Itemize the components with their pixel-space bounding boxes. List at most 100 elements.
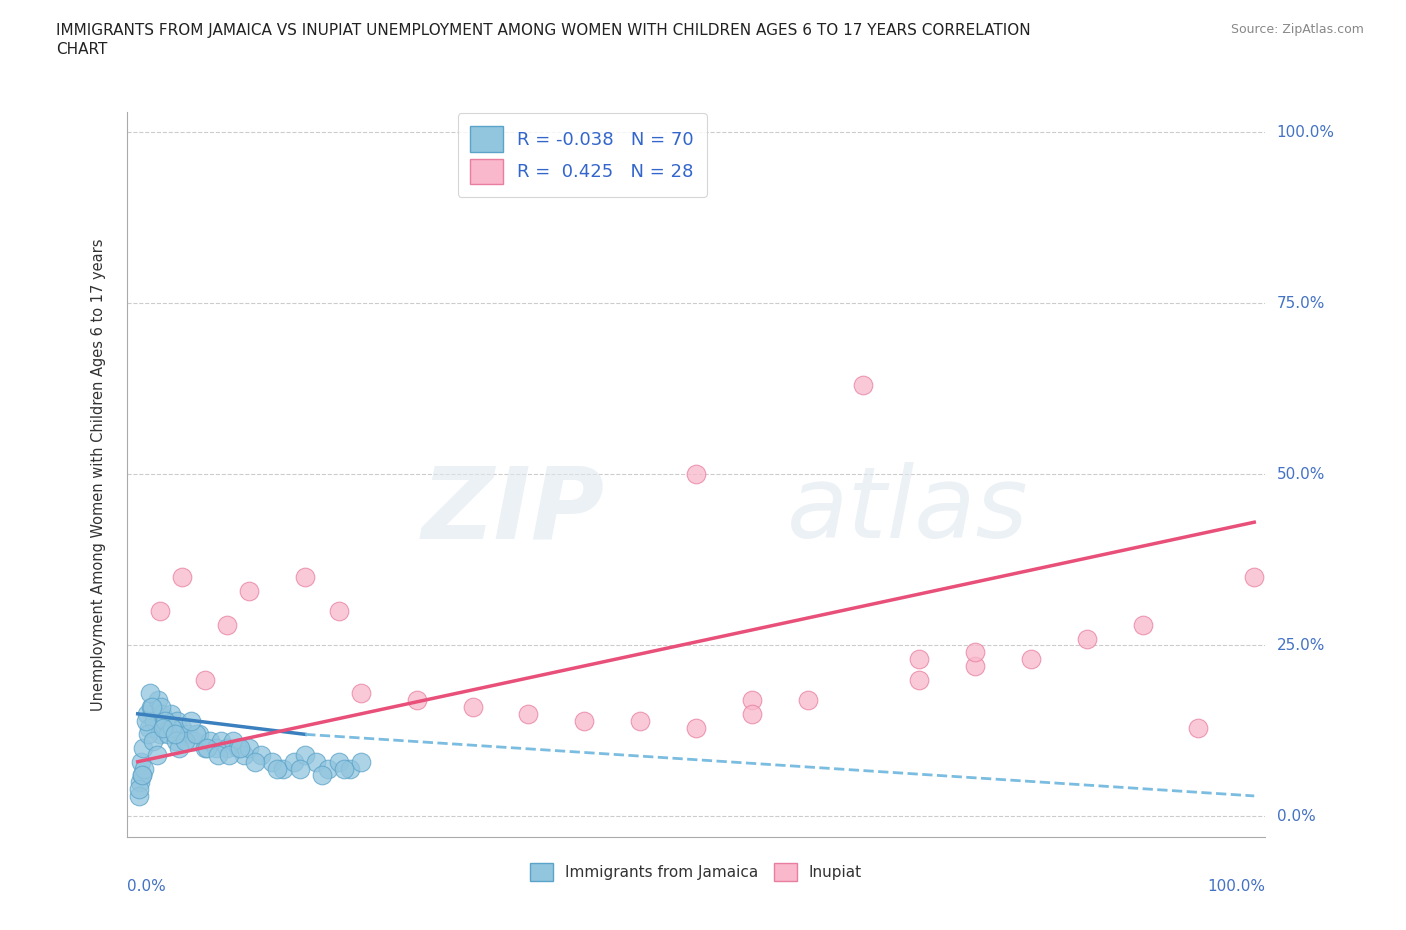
Point <box>195 740 218 755</box>
Point <box>260 754 283 769</box>
Point <box>129 754 152 769</box>
Point <box>167 740 190 755</box>
Point <box>194 672 217 687</box>
Point <box>238 740 260 755</box>
Point <box>139 699 162 714</box>
Point <box>1187 720 1209 735</box>
Point <box>162 720 184 735</box>
Text: Source: ZipAtlas.com: Source: ZipAtlas.com <box>1230 23 1364 36</box>
Point <box>1132 618 1154 632</box>
Point <box>1076 631 1098 646</box>
Point <box>162 720 184 735</box>
Point <box>908 652 931 667</box>
Point <box>163 727 186 742</box>
Point <box>200 734 222 749</box>
Point <box>156 727 179 742</box>
Point <box>215 740 238 755</box>
Text: CHART: CHART <box>56 42 108 57</box>
Point <box>215 618 238 632</box>
Point <box>271 761 294 776</box>
Legend: Immigrants from Jamaica, Inupiat: Immigrants from Jamaica, Inupiat <box>524 857 868 887</box>
Point <box>173 734 195 749</box>
Point <box>150 699 173 714</box>
Point <box>142 734 165 749</box>
Text: atlas: atlas <box>787 462 1029 559</box>
Point <box>249 748 271 763</box>
Point <box>135 713 156 728</box>
Point <box>852 378 875 392</box>
Point <box>132 740 155 755</box>
Point <box>339 761 361 776</box>
Point <box>138 720 160 735</box>
Point <box>135 707 157 722</box>
Point <box>316 761 339 776</box>
Point <box>207 748 229 763</box>
Point <box>350 685 373 700</box>
Text: 100.0%: 100.0% <box>1208 879 1265 894</box>
Point <box>141 699 163 714</box>
Point <box>166 713 188 728</box>
Point <box>350 754 373 769</box>
Point <box>180 713 202 728</box>
Point <box>238 583 260 598</box>
Point <box>183 734 205 749</box>
Point <box>266 761 288 776</box>
Point <box>152 720 174 735</box>
Text: 0.0%: 0.0% <box>1277 809 1315 824</box>
Point <box>221 734 243 749</box>
Point <box>184 727 207 742</box>
Point <box>131 768 153 783</box>
Point <box>165 734 187 749</box>
Point <box>211 734 233 749</box>
Y-axis label: Unemployment Among Women with Children Ages 6 to 17 years: Unemployment Among Women with Children A… <box>91 238 105 711</box>
Point <box>149 604 172 618</box>
Point <box>145 748 167 763</box>
Point <box>188 727 211 742</box>
Point <box>908 672 931 687</box>
Point <box>157 720 180 735</box>
Point <box>685 720 707 735</box>
Point <box>205 740 228 755</box>
Text: 0.0%: 0.0% <box>127 879 166 894</box>
Point <box>150 707 173 722</box>
Point <box>1243 569 1265 584</box>
Point <box>129 775 152 790</box>
Point <box>741 693 763 708</box>
Text: IMMIGRANTS FROM JAMAICA VS INUPIAT UNEMPLOYMENT AMONG WOMEN WITH CHILDREN AGES 6: IMMIGRANTS FROM JAMAICA VS INUPIAT UNEMP… <box>56 23 1031 38</box>
Point <box>160 707 183 722</box>
Point <box>283 754 305 769</box>
Point <box>243 754 266 769</box>
Point <box>288 761 311 776</box>
Point <box>134 761 156 776</box>
Point <box>328 604 350 618</box>
Text: 50.0%: 50.0% <box>1277 467 1324 482</box>
Point <box>136 727 159 742</box>
Text: 75.0%: 75.0% <box>1277 296 1324 311</box>
Point <box>131 768 153 783</box>
Point <box>333 761 356 776</box>
Point <box>311 768 333 783</box>
Point <box>405 693 427 708</box>
Point <box>229 740 252 755</box>
Point <box>226 740 249 755</box>
Point <box>796 693 818 708</box>
Point <box>461 699 484 714</box>
Point <box>517 707 540 722</box>
Point <box>232 748 254 763</box>
Text: ZIP: ZIP <box>422 462 605 559</box>
Point <box>328 754 350 769</box>
Text: 25.0%: 25.0% <box>1277 638 1324 653</box>
Point <box>305 754 328 769</box>
Point <box>294 748 316 763</box>
Point <box>1019 652 1042 667</box>
Point <box>143 713 166 728</box>
Point <box>149 727 172 742</box>
Point <box>146 693 169 708</box>
Point <box>965 644 987 659</box>
Point <box>194 740 217 755</box>
Point <box>741 707 763 722</box>
Point <box>128 789 150 804</box>
Point <box>172 720 194 735</box>
Point <box>965 658 987 673</box>
Point <box>177 727 200 742</box>
